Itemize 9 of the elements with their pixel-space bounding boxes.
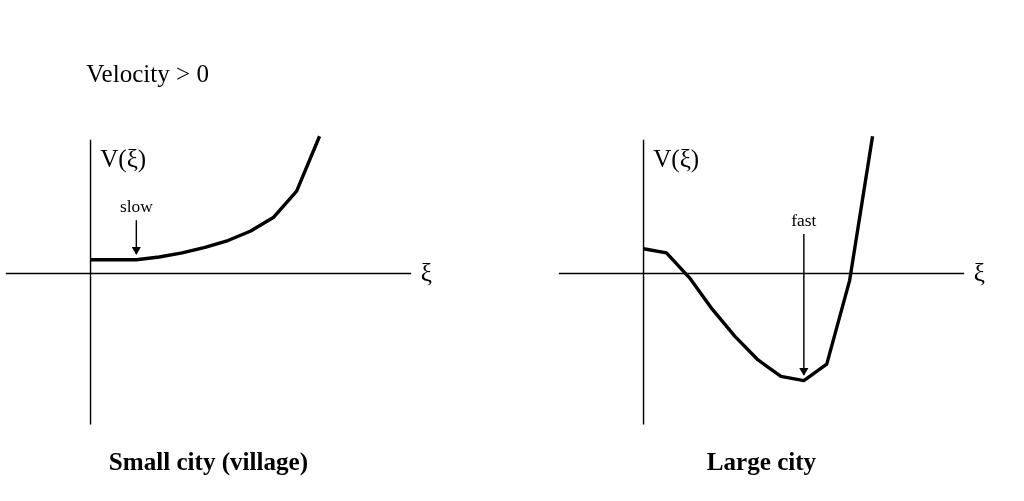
y-axis-title: V(ξ) [100, 144, 147, 173]
y-axis-title: V(ξ) [653, 144, 700, 173]
annotation: slow [119, 197, 154, 217]
text: Large city [706, 447, 817, 475]
text: Small city (village) [108, 447, 309, 476]
x-axis-title: ξ [973, 259, 985, 287]
x-axis-title: ξ [420, 259, 432, 287]
text: Velocity > 0 [86, 59, 210, 87]
annotation: fast [791, 211, 817, 231]
